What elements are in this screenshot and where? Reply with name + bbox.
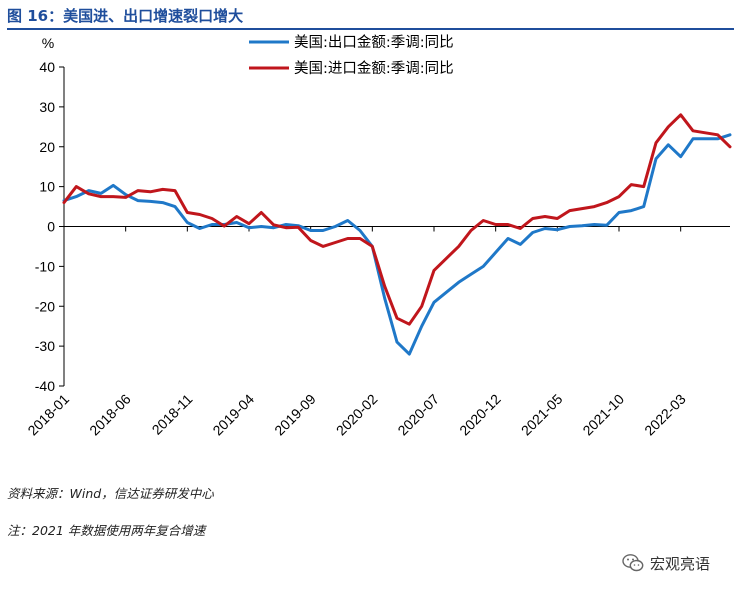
legend-label: 美国:进口金额:季调:同比	[294, 60, 454, 77]
x-tick-label: 2018-06	[86, 391, 134, 439]
x-tick-label: 2020-02	[333, 391, 381, 439]
line-chart: -40 -30 -20 -10 0 10 20 30 40% 2018-01 2018-06 2018…	[24, 34, 732, 438]
y-tick-label: 0	[47, 219, 55, 235]
y-tick-label: -30	[35, 338, 55, 354]
y-tick-label: 40	[39, 59, 55, 75]
y-tick-label: -40	[35, 378, 55, 394]
footnote: 注：2021 年数据使用两年复合增速	[7, 523, 206, 538]
chart-lines	[62, 113, 732, 356]
x-tick-label: 2020-12	[456, 391, 504, 439]
x-tick-label: 2019-09	[271, 391, 319, 439]
figure-title: 图 16：美国进、出口增速裂口增大	[7, 7, 244, 25]
y-tick-label: 20	[39, 139, 55, 155]
x-tick-label: 2020-07	[394, 391, 442, 439]
y-tick-label: -10	[35, 258, 55, 274]
series-line-export	[62, 133, 732, 356]
wechat-icon	[622, 554, 644, 572]
x-tick-label: 2021-10	[579, 391, 627, 439]
figure-header: 图 16：美国进、出口增速裂口增大	[7, 2, 734, 30]
y-tick-label: 10	[39, 179, 55, 195]
source-note: 资料来源：Wind，信达证券研发中心	[7, 486, 214, 501]
series-line-import	[62, 113, 732, 326]
x-tick-label: 2018-01	[24, 391, 72, 439]
x-tick-label: 2021-05	[518, 391, 566, 439]
legend-label: 美国:出口金额:季调:同比	[294, 34, 454, 51]
x-tick-label: 2019-04	[209, 391, 257, 439]
x-tick-label: 2018-11	[149, 391, 196, 438]
watermark-text: 宏观亮语	[650, 554, 711, 573]
watermark: 宏观亮语	[622, 548, 710, 578]
chart-axes: -40 -30 -20 -10 0 10 20 30 40% 2018-01 2018-06 2018…	[24, 35, 730, 438]
y-tick-label: -20	[35, 298, 55, 314]
x-tick-label: 2022-03	[641, 391, 689, 439]
y-axis-label: %	[42, 35, 54, 51]
y-tick-label: 30	[39, 99, 55, 115]
